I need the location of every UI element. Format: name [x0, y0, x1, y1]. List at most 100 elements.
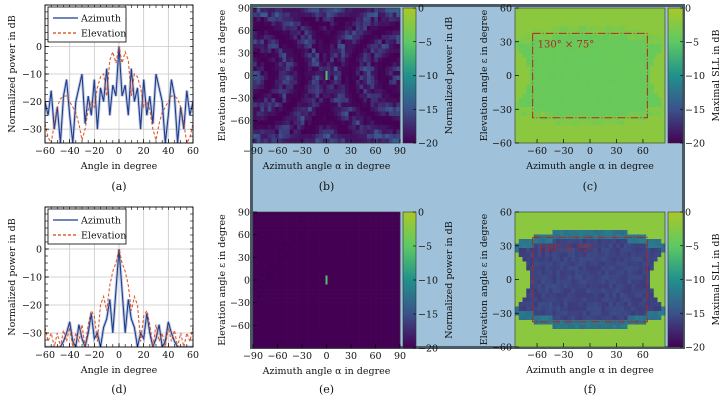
heatmap-cell — [322, 261, 327, 267]
heatmap-cell — [311, 8, 316, 13]
heatmap-cell — [552, 275, 557, 280]
x-tick-label: 60 — [369, 146, 381, 157]
heatmap-cell — [264, 93, 268, 99]
heatmap-cell — [300, 257, 305, 263]
heatmap-cell — [381, 66, 386, 72]
heatmap-cell — [616, 288, 621, 294]
heatmap-cell — [396, 243, 401, 249]
heatmap-cell — [377, 302, 382, 308]
heatmap-cell — [304, 338, 309, 344]
heatmap-cell — [355, 311, 360, 317]
heatmap-cell — [363, 62, 368, 67]
heatmap-cell — [333, 284, 338, 290]
heatmap-cell — [597, 53, 602, 58]
heatmap-cell — [627, 257, 632, 262]
heatmap-cell — [363, 289, 368, 294]
heatmap-cell — [530, 111, 535, 117]
heatmap-cell — [582, 248, 587, 253]
heatmap-cell — [590, 57, 595, 63]
heatmap-cell — [377, 116, 382, 121]
heatmap-cell — [545, 39, 550, 45]
heatmap-cell — [359, 239, 364, 245]
heatmap-cell — [552, 129, 557, 135]
heatmap-cell — [267, 62, 272, 67]
heatmap-cell — [282, 257, 287, 263]
colorbar-tick-label: 0 — [418, 208, 424, 219]
heatmap-cell — [653, 26, 658, 31]
heatmap-cell — [370, 12, 375, 18]
heatmap-cell — [278, 120, 283, 126]
heatmap-cell — [601, 270, 606, 276]
legend-label-elevation: Elevation — [81, 231, 126, 242]
heatmap-cell — [650, 293, 655, 298]
heatmap-cell — [657, 35, 662, 40]
heatmap-cell — [548, 266, 553, 271]
heatmap-cell — [260, 216, 265, 222]
heatmap-cell — [319, 138, 324, 144]
heatmap-cell — [392, 261, 397, 267]
heatmap-cell — [377, 289, 382, 294]
heatmap-cell — [322, 66, 327, 72]
heatmap-cell — [319, 289, 324, 294]
heatmap-cell — [260, 66, 265, 72]
heatmap-cell — [396, 17, 401, 22]
heatmap-cell — [388, 129, 393, 135]
heatmap-cell — [267, 280, 272, 285]
heatmap-cell — [593, 8, 598, 13]
heatmap-cell — [590, 8, 595, 13]
heatmap-cell — [308, 221, 313, 226]
heatmap-cell — [293, 89, 298, 94]
heatmap-cell — [359, 107, 364, 112]
heatmap-cell — [533, 302, 538, 307]
heatmap-cell — [330, 120, 335, 126]
heatmap-cell — [605, 39, 610, 45]
heatmap-cell — [282, 266, 287, 272]
heatmap-cell — [545, 80, 550, 85]
heatmap-cell — [366, 252, 371, 258]
heatmap-cell — [256, 125, 261, 130]
heatmap-cell — [322, 289, 327, 294]
heatmap-cell — [545, 116, 550, 121]
heatmap-cell — [541, 26, 546, 31]
heatmap-cell — [567, 120, 572, 126]
heatmap-cell — [638, 216, 643, 222]
heatmap-cell — [533, 230, 538, 235]
heatmap-cell — [385, 302, 390, 308]
heatmap-cell — [282, 280, 287, 285]
heatmap-cell — [605, 75, 610, 81]
heatmap-cell — [381, 243, 386, 249]
heatmap-cell — [278, 343, 283, 349]
heatmap-cell — [363, 8, 368, 13]
heatmap-cell — [563, 302, 568, 307]
heatmap-cell — [370, 261, 375, 267]
heatmap-cell — [515, 279, 520, 285]
heatmap-cell — [304, 280, 309, 285]
heatmap-cell — [635, 261, 640, 267]
heatmap-cell — [297, 334, 302, 340]
heatmap-cell — [300, 66, 305, 72]
heatmap-cell — [567, 239, 572, 244]
heatmap-cell — [522, 302, 527, 307]
y-tick-label: 60 — [238, 26, 250, 37]
heatmap-cell — [541, 89, 546, 94]
heatmap-cell — [304, 243, 309, 249]
heatmap-cell — [374, 307, 379, 313]
y-axis-label: Normalized power in dB — [7, 218, 18, 335]
heatmap-cell — [657, 62, 662, 67]
heatmap-cell — [661, 26, 666, 31]
heatmap-cell — [297, 134, 302, 139]
heatmap-cell — [264, 30, 268, 36]
heatmap-cell — [653, 230, 658, 235]
heatmap-cell — [311, 293, 316, 299]
heatmap-cell — [578, 284, 583, 289]
heatmap-cell — [560, 306, 565, 312]
heatmap-cell — [289, 248, 294, 254]
heatmap-cell — [260, 89, 265, 94]
heatmap-cell — [275, 212, 280, 217]
heatmap-cell — [575, 134, 580, 139]
heatmap-cell — [560, 57, 565, 63]
heatmap-cell — [348, 307, 353, 313]
heatmap-cell — [605, 306, 610, 312]
heatmap-cell — [275, 111, 280, 117]
heatmap-cell — [278, 243, 283, 249]
